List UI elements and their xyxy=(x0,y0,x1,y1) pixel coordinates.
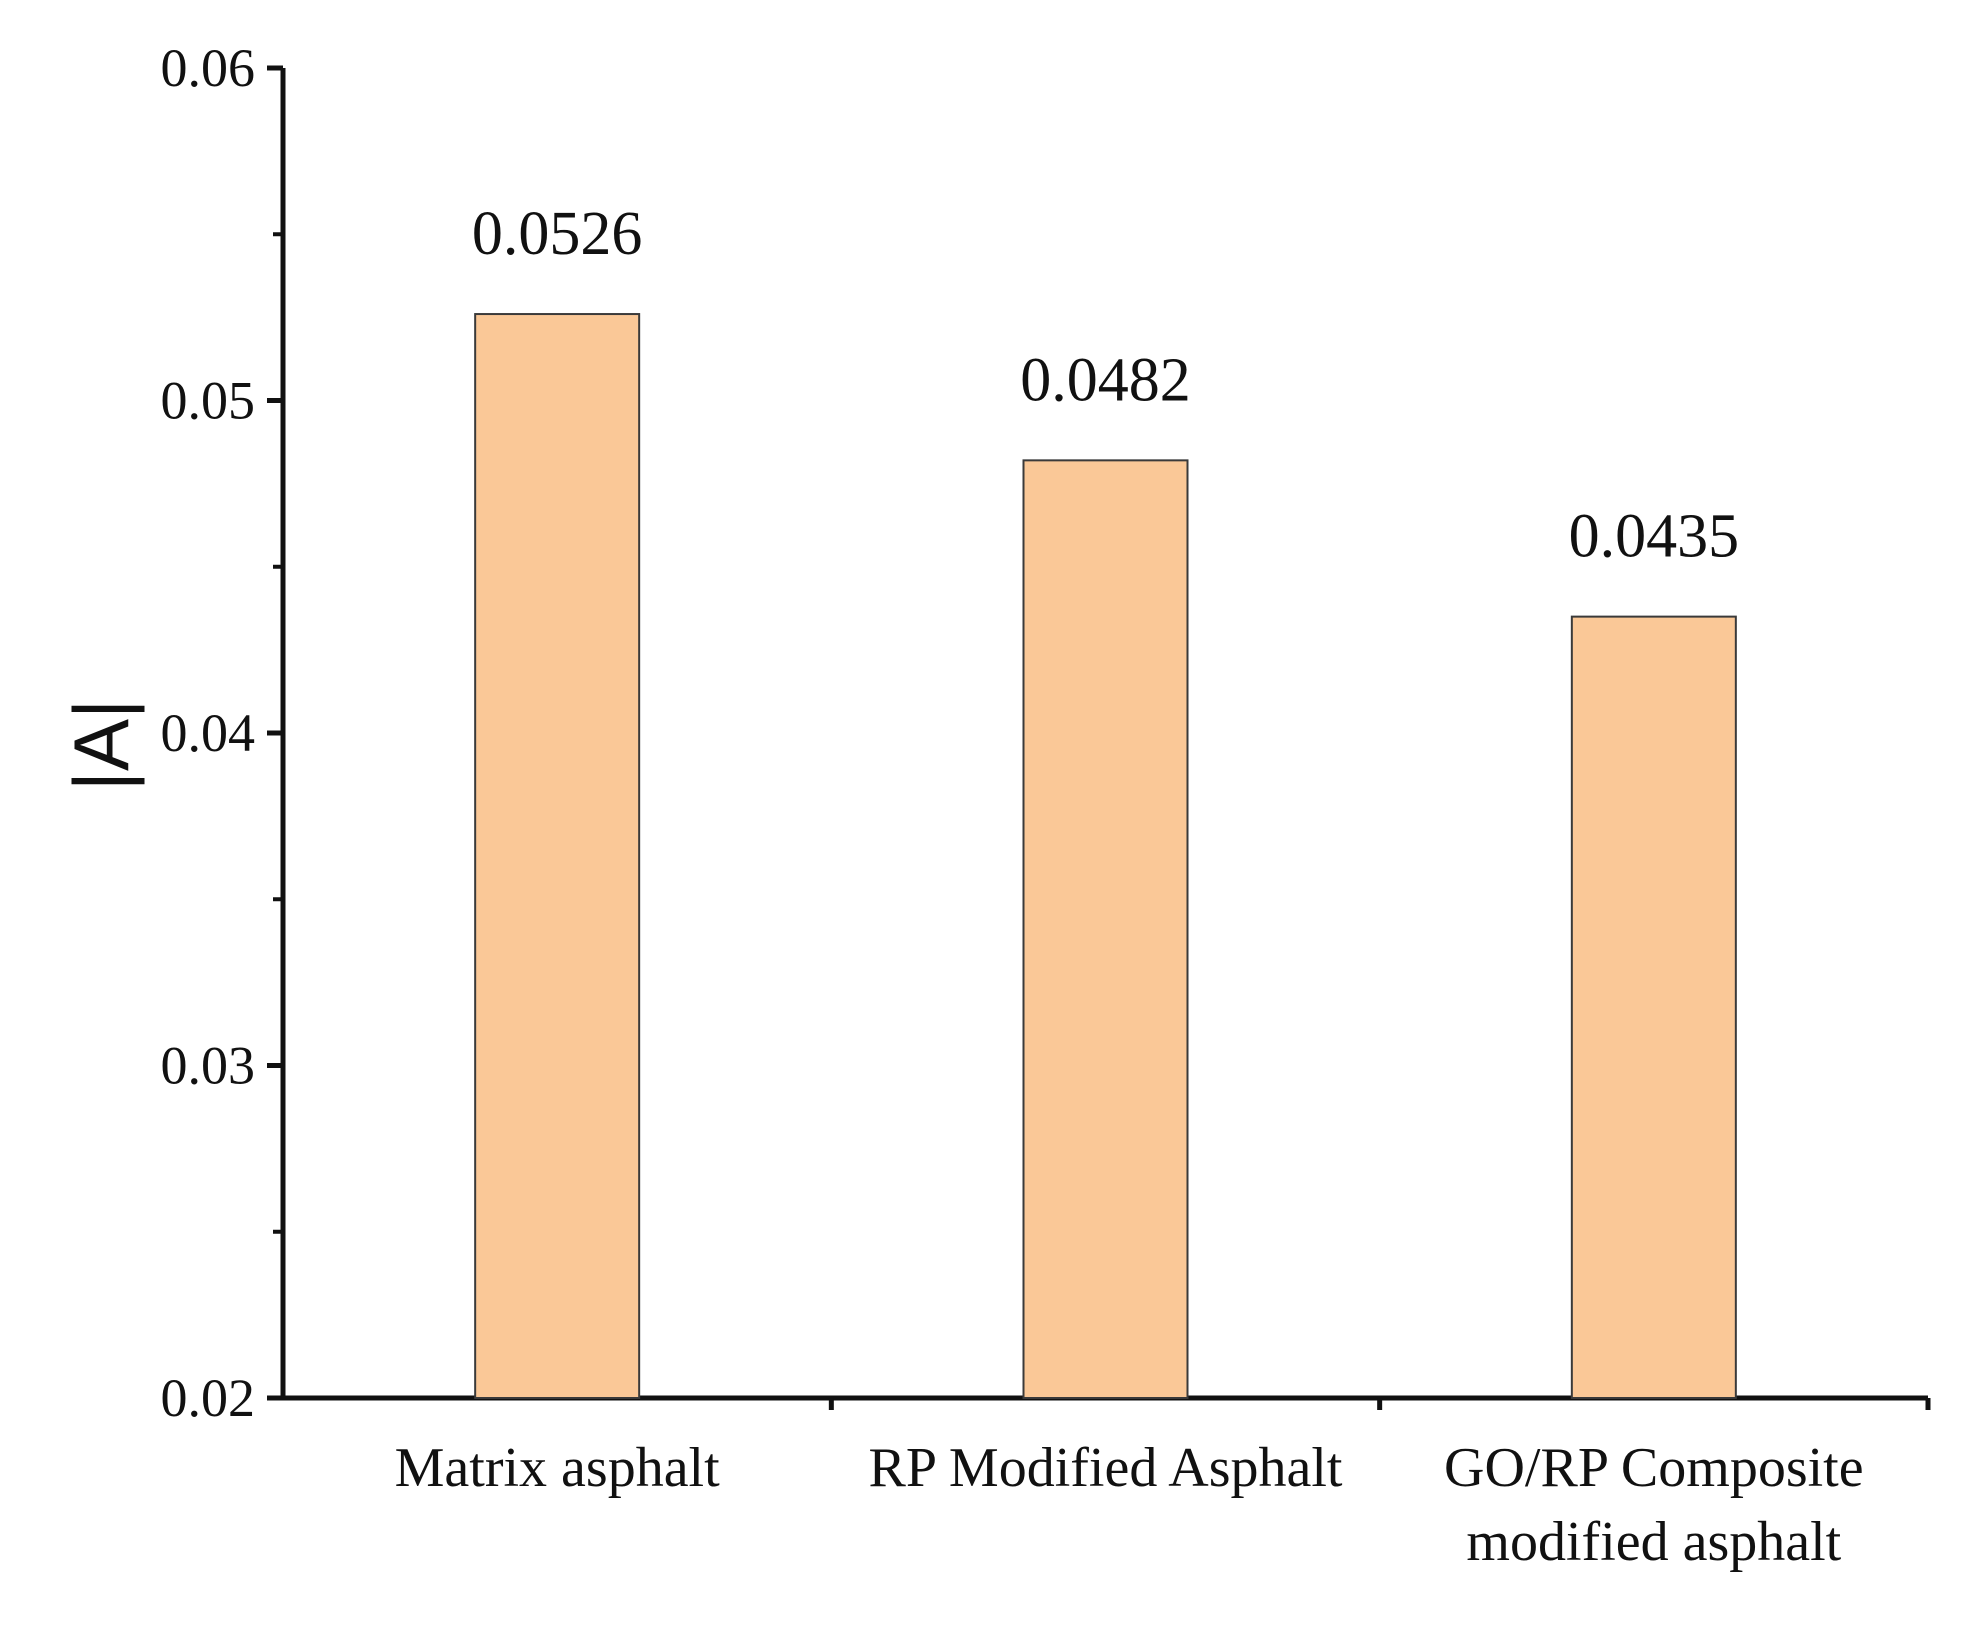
y-tick-label: 0.06 xyxy=(161,38,256,98)
y-axis: 0.02 0.03 0.04 0.05 0.06 xyxy=(161,38,286,1428)
bars xyxy=(474,313,1737,1400)
bar-value-label: 0.0482 xyxy=(1020,346,1191,414)
bar xyxy=(1022,459,1189,1400)
category-label: GO/RP Composite xyxy=(1444,1437,1864,1499)
value-labels: 0.0526 0.0482 0.0435 xyxy=(472,200,1739,571)
y-tick-label: 0.03 xyxy=(161,1036,256,1096)
category-label: Matrix asphalt xyxy=(395,1437,720,1499)
bar-value-label: 0.0435 xyxy=(1569,503,1740,571)
category-label: modified asphalt xyxy=(1466,1511,1841,1573)
y-tick-label: 0.04 xyxy=(161,703,256,763)
category-labels: Matrix asphalt RP Modified Asphalt GO/RP C… xyxy=(395,1437,1864,1573)
x-axis xyxy=(283,1395,1931,1410)
bar xyxy=(1570,615,1737,1399)
bar-value-label: 0.0526 xyxy=(472,200,643,268)
bar xyxy=(474,313,641,1399)
y-tick-label: 0.05 xyxy=(161,371,256,431)
y-axis-title: |A| xyxy=(57,699,145,792)
category-label: RP Modified Asphalt xyxy=(869,1437,1343,1499)
y-tick-label: 0.02 xyxy=(161,1368,256,1428)
